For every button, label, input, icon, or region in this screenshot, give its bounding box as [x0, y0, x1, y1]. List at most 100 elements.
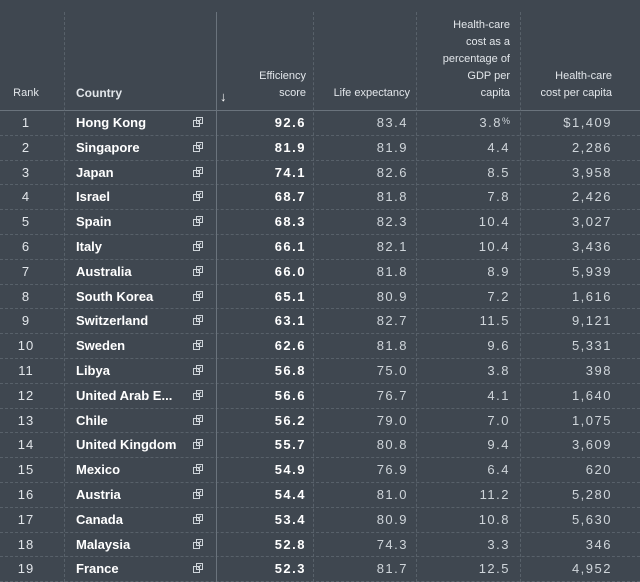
column-header-rank[interactable]: Rank: [13, 87, 39, 99]
column-header-country[interactable]: Country: [76, 86, 122, 100]
pct-value: 3.8: [479, 115, 502, 130]
country-name[interactable]: Switzerland: [76, 313, 149, 329]
column-header-pct-gdp[interactable]: Health-care cost as a percentage of GDP …: [442, 19, 510, 99]
country-name[interactable]: Chile: [76, 412, 108, 428]
country-name[interactable]: United Arab E...: [76, 387, 173, 403]
cost-per-capita-cell: 4,952: [571, 561, 612, 577]
pct-gdp-cell: 3.3: [420, 533, 510, 557]
table-row[interactable]: 11 Libya 56.8 75.0 3.8 398: [0, 359, 640, 384]
country-name[interactable]: Japan: [76, 164, 114, 180]
country-name[interactable]: Mexico: [76, 462, 121, 478]
table-row[interactable]: 15 Mexico 54.9 76.9 6.4 620: [0, 458, 640, 483]
cost-per-capita-cell: 398: [585, 362, 612, 378]
country-name[interactable]: South Korea: [76, 288, 154, 304]
efficiency-score-cell: 63.1: [274, 313, 306, 329]
pct-value: 4.1: [487, 387, 510, 403]
cost-per-capita-cell: 5,280: [571, 486, 612, 502]
table-row[interactable]: 13 Chile 56.2 79.0 7.0 1,075: [0, 409, 640, 434]
column-header-cost-per-capita[interactable]: Health-care cost per capita: [540, 70, 612, 99]
country-name[interactable]: Malaysia: [76, 536, 131, 552]
rank-cell: 1: [21, 115, 31, 130]
table-row[interactable]: 9 Switzerland 63.1 82.7 11.5 9,121: [0, 309, 640, 335]
pct-value: 11.5: [479, 313, 510, 329]
table-row[interactable]: 19 France 52.3 81.7 12.5 4,952: [0, 557, 640, 582]
table-row[interactable]: 7 Australia 66.0 81.8 8.9 5,939: [0, 260, 640, 285]
life-expectancy-cell: 82.1: [376, 238, 408, 254]
table-row[interactable]: 6 Italy 66.1 82.1 10.4 3,436: [0, 235, 640, 260]
life-expectancy-cell: 82.6: [376, 164, 408, 180]
open-in-new-icon[interactable]: [192, 260, 204, 284]
country-name[interactable]: Hong Kong: [76, 115, 147, 130]
table-row[interactable]: 5 Spain 68.3 82.3 10.4 3,027: [0, 210, 640, 235]
column-header-life-expectancy[interactable]: Life expectancy: [333, 87, 410, 99]
open-in-new-icon[interactable]: [192, 309, 204, 333]
efficiency-score-cell: 56.8: [274, 362, 306, 378]
open-in-new-icon[interactable]: [192, 483, 204, 507]
table-row[interactable]: 3 Japan 74.1 82.6 8.5 3,958: [0, 161, 640, 186]
pct-gdp-cell: 4.1: [420, 384, 510, 408]
country-name[interactable]: Austria: [76, 486, 121, 502]
rank-cell: 18: [17, 536, 35, 552]
life-expectancy-cell: 76.7: [376, 387, 408, 403]
life-expectancy-cell: 81.8: [376, 338, 408, 354]
rank-cell: 4: [21, 189, 31, 205]
table-row[interactable]: 2 Singapore 81.9 81.9 4.4 2,286: [0, 136, 640, 161]
cost-per-capita-cell: $1,409: [563, 115, 612, 130]
open-in-new-icon[interactable]: [192, 557, 204, 581]
pct-value: 10.8: [478, 511, 510, 527]
country-name[interactable]: France: [76, 561, 119, 577]
table-row[interactable]: 10 Sweden 62.6 81.8 9.6 5,331: [0, 334, 640, 359]
country-name[interactable]: Singapore: [76, 139, 140, 155]
open-in-new-icon[interactable]: [192, 533, 204, 557]
rank-cell: 13: [17, 412, 35, 428]
column-header-efficiency[interactable]: Efficiency score: [259, 70, 306, 99]
open-in-new-icon[interactable]: [192, 433, 204, 457]
country-name[interactable]: Spain: [76, 214, 112, 230]
country-name[interactable]: Sweden: [76, 338, 126, 354]
life-expectancy-cell: 81.7: [376, 561, 408, 577]
country-name[interactable]: Israel: [76, 189, 110, 205]
pct-value: 6.4: [487, 462, 510, 478]
column-divider: [313, 12, 314, 582]
pct-gdp-cell: 7.8: [420, 185, 510, 209]
life-expectancy-cell: 76.9: [376, 462, 408, 478]
open-in-new-icon[interactable]: [192, 111, 204, 135]
country-name[interactable]: Canada: [76, 511, 123, 527]
open-in-new-icon[interactable]: [192, 409, 204, 433]
pct-gdp-cell: 11.2: [420, 483, 510, 507]
open-in-new-icon[interactable]: [192, 136, 204, 160]
table-row[interactable]: 18 Malaysia 52.8 74.3 3.3 346: [0, 533, 640, 558]
open-in-new-icon[interactable]: [192, 235, 204, 259]
life-expectancy-cell: 82.7: [376, 313, 408, 329]
open-in-new-icon[interactable]: [192, 508, 204, 532]
table-row[interactable]: 12 United Arab E... 56.6 76.7 4.1 1,640: [0, 384, 640, 409]
country-name[interactable]: Australia: [76, 263, 132, 279]
country-name[interactable]: Italy: [76, 238, 103, 254]
table-row[interactable]: 14 United Kingdom 55.7 80.8 9.4 3,609: [0, 433, 640, 459]
table-row[interactable]: 1 Hong Kong 92.6 83.4 3.8% $1,409: [0, 111, 640, 136]
cost-per-capita-cell: 5,939: [571, 263, 612, 279]
open-in-new-icon[interactable]: [192, 458, 204, 482]
pct-gdp-cell: 4.4: [420, 136, 510, 160]
open-in-new-icon[interactable]: [192, 334, 204, 358]
table-row[interactable]: 16 Austria 54.4 81.0 11.2 5,280: [0, 483, 640, 508]
pct-value: 3.3: [487, 536, 510, 552]
cost-per-capita-cell: 620: [585, 462, 612, 478]
country-name[interactable]: Libya: [76, 362, 110, 378]
down-arrow-icon[interactable]: ↓: [220, 89, 227, 104]
table-row[interactable]: 4 Israel 68.7 81.8 7.8 2,426: [0, 185, 640, 211]
table-row[interactable]: 8 South Korea 65.1 80.9 7.2 1,616: [0, 285, 640, 310]
open-in-new-icon[interactable]: [192, 210, 204, 234]
open-in-new-icon[interactable]: [192, 285, 204, 309]
open-in-new-icon[interactable]: [192, 384, 204, 408]
rank-cell: 6: [21, 238, 31, 254]
open-in-new-icon[interactable]: [192, 185, 204, 209]
open-in-new-icon[interactable]: [192, 359, 204, 383]
life-expectancy-cell: 81.9: [376, 139, 408, 155]
pct-value: 8.9: [487, 263, 510, 279]
open-in-new-icon[interactable]: [192, 161, 204, 185]
country-name[interactable]: United Kingdom: [76, 437, 177, 453]
cost-per-capita-cell: 5,331: [571, 338, 612, 354]
column-divider: [216, 12, 217, 582]
table-row[interactable]: 17 Canada 53.4 80.9 10.8 5,630: [0, 508, 640, 533]
